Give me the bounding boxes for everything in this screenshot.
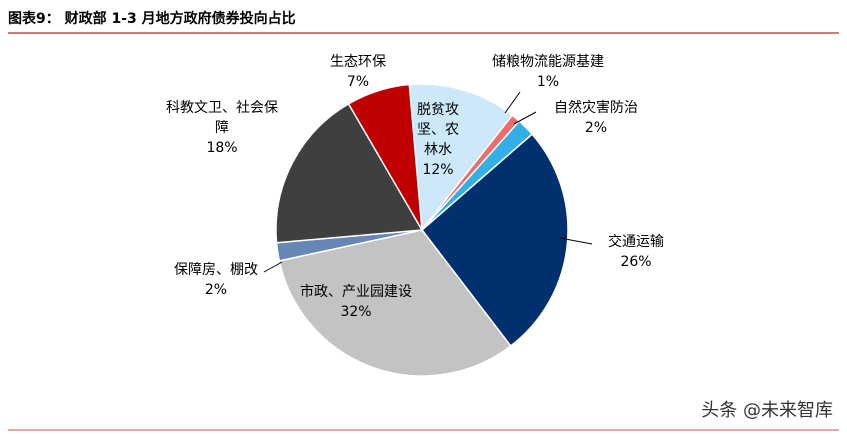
category-label: 市政、产业园建设 — [300, 284, 412, 300]
leader-line — [559, 237, 593, 245]
leader-line — [263, 261, 283, 273]
category-label: 保障房、棚改 — [174, 262, 258, 278]
slice-label: 保障房、棚改 2% — [166, 260, 266, 300]
value-label: 2% — [204, 282, 228, 298]
pie-slice — [275, 102, 424, 244]
slice-label: 自然灾害防治 2% — [541, 98, 651, 138]
slice-label: 生态环保 7% — [318, 52, 398, 92]
slice-label: 脱贫攻坚、农林水 12% — [413, 100, 463, 180]
value-label: 7% — [346, 74, 370, 90]
category-label: 自然灾害防治 — [554, 100, 638, 116]
value-label: 1% — [536, 74, 560, 90]
slice-label: 交通运输 26% — [606, 232, 666, 272]
watermark: 头条 @未来智库 — [701, 400, 833, 421]
category-label: 储粮物流能源基建 — [492, 54, 604, 70]
value-label: 12% — [422, 162, 454, 178]
slice-label: 科教文卫、社会保障 18% — [161, 98, 283, 158]
leader-line — [504, 91, 521, 114]
value-label: 2% — [584, 120, 608, 136]
category-label: 交通运输 — [608, 234, 664, 250]
chart-title: 图表9： 财政部 1-3 月地方政府债券投向占比 — [8, 11, 296, 27]
leader-line — [513, 111, 537, 125]
category-label: 生态环保 — [330, 54, 386, 70]
pie-slice — [347, 83, 423, 231]
value-label: 18% — [206, 140, 238, 156]
slice-label: 储粮物流能源基建 1% — [473, 52, 623, 92]
slice-label: 市政、产业园建设 32% — [276, 282, 436, 322]
value-label: 26% — [620, 254, 652, 270]
value-label: 32% — [340, 304, 372, 320]
pie-slice — [408, 83, 514, 232]
pie-slice — [420, 133, 569, 348]
category-label: 脱贫攻坚、农林水 — [417, 102, 459, 158]
category-label: 科教文卫、社会保障 — [166, 100, 278, 136]
pie-slice — [278, 229, 512, 377]
